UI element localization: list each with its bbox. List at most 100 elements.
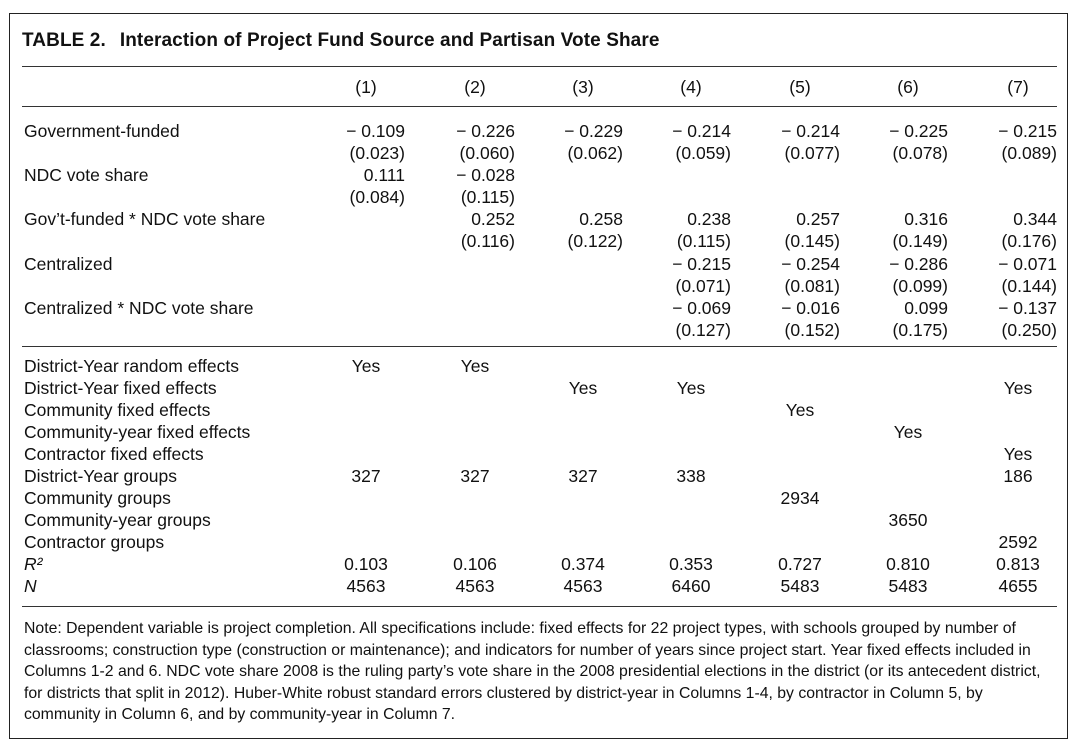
stat-value: 186 [1003,466,1033,486]
stat-value: 0.106 [453,554,497,574]
standard-error: (0.145) [784,231,840,251]
standard-error: (0.149) [892,231,948,251]
standard-error: (0.084) [349,187,405,207]
coefficient: 0.316 [904,209,948,229]
coefficient: − 0.069 [672,298,731,318]
stat-value: 4563 [346,576,386,596]
standard-error: (0.023) [349,143,405,163]
stat-value: 0.810 [886,554,930,574]
standard-error: (0.152) [784,320,840,340]
coefficient: − 0.215 [998,121,1057,141]
table-title-text: Interaction of Project Fund Source and P… [119,30,660,51]
stat-label: Community-year groups [24,510,211,530]
coefficient: − 0.109 [346,121,405,141]
standard-error: (0.127) [675,320,731,340]
standard-error: (0.144) [1001,276,1057,296]
coefficient: − 0.225 [889,121,948,141]
standard-error: (0.099) [892,276,948,296]
standard-error: (0.116) [460,231,515,251]
standard-error: (0.071) [675,276,731,296]
column-header: (6) [897,77,919,97]
stat-label: N [24,576,37,596]
column-header: (1) [355,77,377,97]
stat-value: Yes [351,356,381,376]
coefficient: 0.344 [1013,209,1057,229]
stat-value: Yes [1003,378,1033,398]
standard-error: (0.059) [675,143,731,163]
standard-error: (0.115) [676,231,731,251]
stat-value: 2934 [780,488,820,508]
stat-value: 5483 [888,576,928,596]
header-rule [22,106,1057,107]
coefficient: − 0.137 [998,298,1057,318]
stat-label: District-Year fixed effects [24,378,217,398]
stat-value: Yes [1003,444,1033,464]
coefficient: 0.099 [904,298,948,318]
table-frame [9,13,1068,739]
coefficient: − 0.229 [564,121,623,141]
coefficient: 0.258 [579,209,623,229]
stat-value: Yes [785,400,815,420]
stat-label: Contractor fixed effects [24,444,204,464]
mid-rule [22,346,1057,347]
stat-value: 6460 [671,576,711,596]
table-title: TABLE 2. Interaction of Project Fund Sour… [22,30,660,52]
standard-error: (0.115) [460,187,515,207]
row-label: Centralized [24,254,113,274]
stat-value: 0.353 [669,554,713,574]
stat-value: 327 [460,466,490,486]
row-label: Centralized * NDC vote share [24,298,254,318]
standard-error: (0.081) [784,276,840,296]
stat-label: Community-year fixed effects [24,422,251,442]
stat-label: Community groups [24,488,171,508]
stat-value: 4655 [998,576,1038,596]
stat-value: 0.103 [344,554,388,574]
stat-label: R² [24,554,43,574]
standard-error: (0.175) [892,320,948,340]
coefficient: 0.238 [687,209,731,229]
stat-value: Yes [676,378,706,398]
coefficient: − 0.016 [781,298,840,318]
bottom-rule [22,606,1057,607]
column-header: (5) [789,77,811,97]
coefficient: − 0.028 [456,165,515,185]
stat-value: 4563 [563,576,603,596]
standard-error: (0.122) [567,231,623,251]
coefficient: − 0.214 [672,121,731,141]
standard-error: (0.176) [1001,231,1057,251]
row-label: Government-funded [24,121,180,141]
standard-error: (0.077) [784,143,840,163]
stat-value: Yes [460,356,490,376]
stat-value: Yes [568,378,598,398]
stat-label: District-Year groups [24,466,178,486]
row-label: NDC vote share [24,165,149,185]
coefficient: − 0.214 [781,121,840,141]
stat-value: 0.813 [996,554,1040,574]
standard-error: (0.078) [892,143,948,163]
coefficient: − 0.286 [889,254,948,274]
coefficient: − 0.215 [672,254,731,274]
stat-label: District-Year random effects [24,356,239,376]
stat-label: Contractor groups [24,532,165,552]
row-label: Gov’t-funded * NDC vote share [24,209,266,229]
coefficient: 0.111 [363,165,405,185]
standard-error: (0.062) [567,143,623,163]
column-header: (7) [1007,77,1029,97]
table-label: TABLE 2. [22,30,106,51]
coefficient: 0.257 [796,209,840,229]
stat-value: 0.374 [561,554,605,574]
coefficient: − 0.071 [998,254,1057,274]
stat-value: 4563 [455,576,495,596]
standard-error: (0.089) [1001,143,1057,163]
stat-value: 327 [568,466,598,486]
coefficient: − 0.226 [456,121,515,141]
stat-value: Yes [893,422,923,442]
table-note: Note: Dependent variable is project comp… [24,620,1041,724]
coefficient: − 0.254 [781,254,840,274]
column-header: (4) [680,77,702,97]
stat-value: 5483 [780,576,820,596]
column-header: (3) [572,77,594,97]
top-rule [22,66,1057,67]
standard-error: (0.250) [1001,320,1057,340]
stat-value: 327 [351,466,381,486]
